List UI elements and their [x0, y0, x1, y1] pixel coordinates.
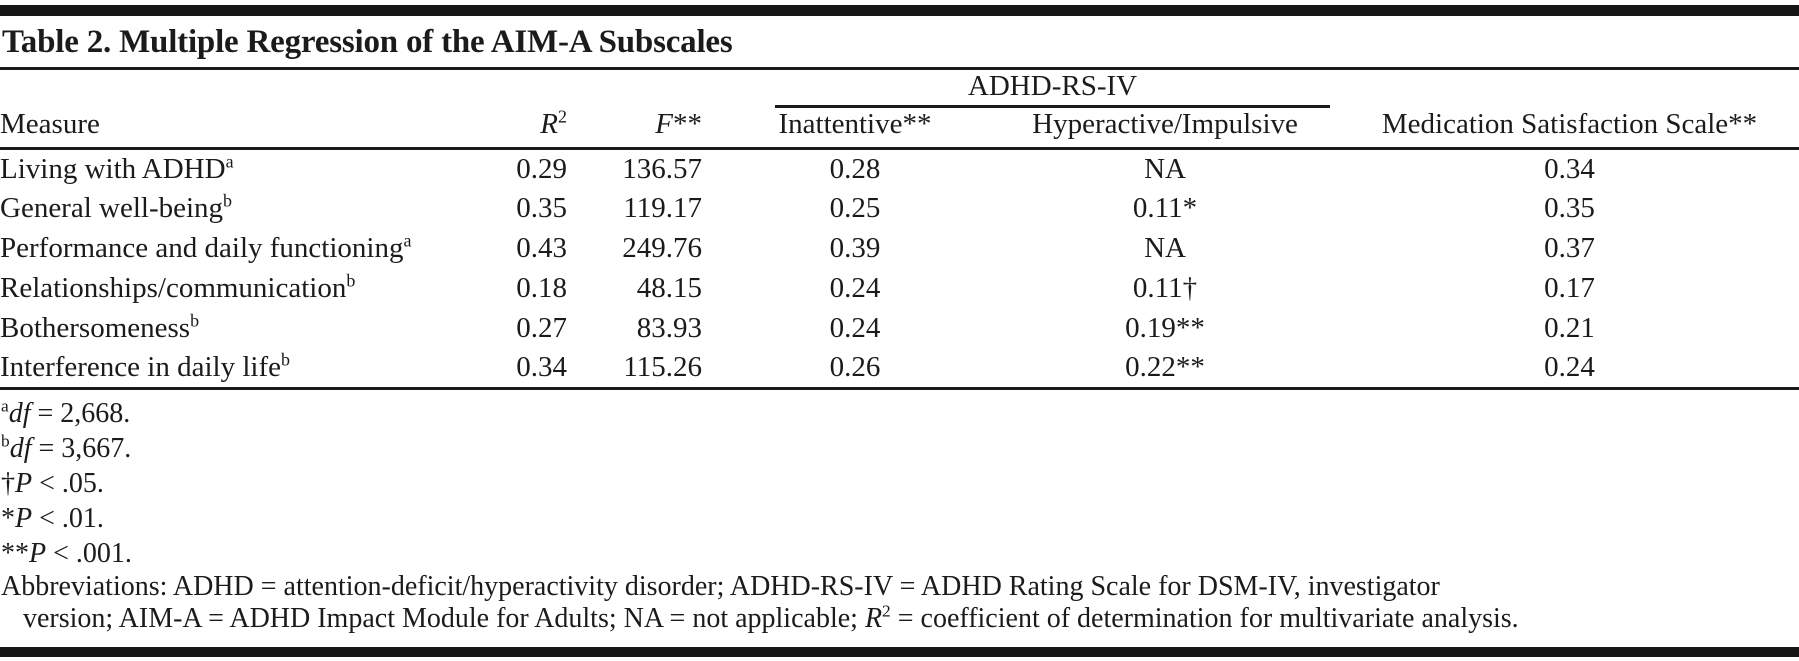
spanner-spacer [0, 70, 720, 108]
cell-r2: 0.34 [455, 348, 585, 390]
column-header-medication-satisfaction: Medication Satisfaction Scale** [1340, 108, 1799, 150]
footnote-p-01: *P < .01. [1, 503, 104, 534]
table-row: Interference in daily lifeb 0.34 115.26 … [0, 348, 1799, 390]
cell-r2: 0.43 [516, 232, 567, 264]
cell-inattentive: 0.26 [720, 348, 990, 390]
footnote-marker: b [223, 190, 233, 211]
cell-medication-satisfaction: 0.24 [1340, 348, 1799, 390]
cell-inattentive: 0.25 [829, 192, 881, 224]
bottom-border-bar [0, 647, 1799, 657]
cell-r2: 0.27 [516, 312, 567, 344]
cell-medication-satisfaction: 0.35 [1544, 192, 1595, 224]
footnote-marker: a [403, 230, 412, 251]
regression-table: ADHD-RS-IV Measure R2 F** Inattentive** … [0, 70, 1799, 390]
cell-hyperactive: NA [1144, 152, 1186, 185]
column-header-inattentive: Inattentive** [720, 108, 990, 150]
footnote-p-05: †P < .05. [1, 468, 104, 499]
abbreviations-line-1: Abbreviations: ADHD = attention-deficit/… [1, 571, 1440, 602]
cell-hyperactive: 0.11* [1132, 192, 1198, 224]
footnote-df-a: adf = 2,668. [1, 396, 131, 429]
cell-inattentive: 0.39 [829, 232, 881, 264]
cell-medication-satisfaction: 0.17 [1544, 272, 1595, 304]
table-row: Bothersomenessb 0.27 83.93 0.24 0.19** 0… [0, 309, 1799, 349]
spanner-row: ADHD-RS-IV [0, 70, 1799, 108]
cell-hyperactive: 0.11† [1132, 272, 1198, 304]
cell-r2: 0.18 [516, 272, 567, 304]
column-header-r2: R2 [455, 107, 585, 150]
cell-f: 119.17 [623, 192, 702, 224]
table-row: General well-beingb 0.35 119.17 0.25 0.1… [0, 189, 1799, 229]
cell-f: 249.76 [622, 232, 702, 264]
cell-medication-satisfaction: 0.37 [1544, 232, 1595, 264]
cell-f: 136.57 [622, 152, 702, 185]
table-row: Performance and daily functioninga 0.43 … [0, 229, 1799, 269]
footnote-p-001: **P < .001. [1, 538, 132, 569]
footnote-marker: a [225, 151, 234, 172]
abbreviations-line-2: version; AIM-A = ADHD Impact Module for … [23, 601, 1519, 634]
cell-measure: General well-beingb [0, 190, 233, 224]
cell-medication-satisfaction: 0.34 [1544, 152, 1595, 185]
spanner-label: ADHD-RS-IV [967, 70, 1138, 102]
table-title-block: Table 2. Multiple Regression of the AIM-… [0, 16, 1799, 70]
column-header-hyperactive: Hyperactive/Impulsive [990, 108, 1341, 150]
cell-r2: 0.35 [516, 192, 567, 224]
table-row: Living with ADHDa 0.29 136.57 0.28 NA 0.… [0, 149, 1799, 189]
cell-hyperactive: NA [1144, 232, 1186, 264]
cell-measure: Bothersomenessb [0, 310, 200, 344]
table-title: Table 2. Multiple Regression of the AIM-… [2, 24, 733, 60]
table-row: Relationships/communicationb 0.18 48.15 … [0, 269, 1799, 309]
cell-medication-satisfaction: 0.21 [1544, 312, 1595, 344]
cell-f: 48.15 [636, 272, 702, 304]
footnote-marker: b [190, 310, 200, 331]
abbreviations: Abbreviations: ADHD = attention-deficit/… [0, 571, 1799, 635]
footnote-marker: b [280, 349, 290, 370]
cell-r2: 0.29 [516, 152, 567, 185]
cell-inattentive: 0.24 [829, 312, 881, 344]
column-header-f: F** [585, 108, 720, 150]
cell-hyperactive: 0.19** [1125, 312, 1205, 344]
cell-f: 115.26 [585, 348, 720, 390]
top-border-bar [0, 5, 1799, 16]
spanner-spacer-right [1340, 70, 1799, 108]
cell-hyperactive: 0.22** [990, 348, 1341, 390]
spanner-cell-adhd-rs-iv: ADHD-RS-IV [720, 70, 1340, 108]
cell-measure: Living with ADHDa [0, 151, 234, 185]
cell-f: 83.93 [636, 312, 702, 344]
footnotes: adf = 2,668. bdf = 3,667. †P < .05. *P <… [0, 390, 1799, 571]
cell-inattentive: 0.24 [829, 272, 881, 304]
cell-inattentive: 0.28 [829, 152, 881, 185]
footnote-marker: b [346, 270, 356, 291]
cell-measure: Relationships/communicationb [0, 270, 356, 304]
cell-measure: Performance and daily functioninga [0, 230, 412, 264]
column-header-measure: Measure [0, 108, 455, 150]
cell-measure: Interference in daily lifeb [0, 348, 455, 390]
spanner-underline: ADHD-RS-IV [775, 70, 1331, 108]
footnote-df-b: bdf = 3,667. [1, 431, 132, 464]
column-header-row: Measure R2 F** Inattentive** Hyperactive… [0, 107, 1799, 150]
